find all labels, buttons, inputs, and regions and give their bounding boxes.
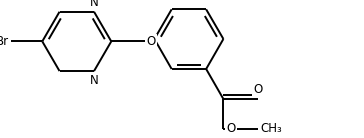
- Text: N: N: [90, 0, 98, 9]
- Text: O: O: [253, 83, 262, 95]
- Text: O: O: [226, 122, 236, 135]
- Text: N: N: [90, 74, 98, 87]
- Text: CH₃: CH₃: [261, 122, 282, 135]
- Text: Br: Br: [0, 35, 9, 48]
- Text: O: O: [146, 35, 155, 48]
